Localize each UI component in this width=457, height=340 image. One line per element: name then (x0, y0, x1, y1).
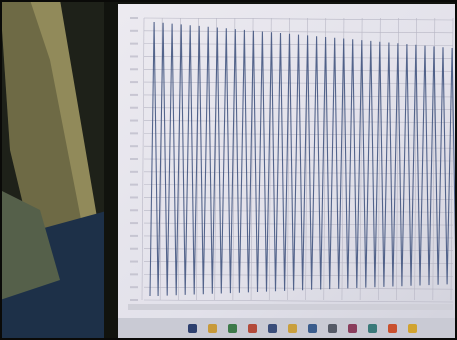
fabric (0, 190, 60, 300)
desk-background (0, 0, 110, 340)
browser-icon[interactable] (228, 324, 237, 333)
tick-mark (130, 234, 138, 237)
chart-app-icon[interactable] (268, 324, 277, 333)
tick-mark (130, 55, 138, 58)
tick-mark (130, 68, 138, 71)
tick-mark (130, 183, 138, 186)
tick-mark (130, 106, 138, 109)
tick-mark (130, 132, 138, 135)
tick-mark (130, 170, 138, 173)
gridline-horizontal (143, 94, 454, 98)
tick-mark (130, 93, 138, 96)
chrome-icon[interactable] (388, 324, 397, 333)
horizontal-scrollbar (128, 304, 453, 310)
gridline-horizontal (143, 286, 454, 290)
tick-mark (130, 260, 138, 263)
gridline-horizontal (143, 68, 454, 72)
gridline-horizontal (143, 120, 454, 123)
media-icon[interactable] (348, 324, 357, 333)
gridline-vertical (141, 17, 145, 301)
tick-mark (130, 119, 138, 122)
windows-icon[interactable] (188, 324, 197, 333)
tick-mark (130, 247, 138, 250)
gridline-horizontal (143, 133, 454, 136)
folder-icon[interactable] (288, 324, 297, 333)
gridline-horizontal (143, 17, 454, 21)
tick-mark (130, 209, 138, 212)
settings-icon[interactable] (328, 324, 337, 333)
gridline-horizontal (143, 107, 454, 111)
explorer-icon[interactable] (208, 324, 217, 333)
monitor-screen (118, 4, 457, 320)
tick-mark (130, 29, 138, 32)
waveform-trace (149, 21, 457, 297)
tick-mark (130, 196, 138, 199)
tick-mark (130, 222, 138, 225)
gridline-horizontal (143, 184, 454, 187)
waveform-plot (118, 4, 457, 320)
gridline-horizontal (143, 145, 454, 149)
tick-mark (130, 17, 138, 19)
tick-mark (130, 273, 138, 276)
chair-highlight (30, 0, 100, 240)
gridline-horizontal (143, 299, 454, 303)
tick-mark (130, 299, 138, 301)
tick-mark (130, 42, 138, 45)
mail-icon[interactable] (308, 324, 317, 333)
taskbar (118, 318, 457, 340)
gridline-horizontal (143, 171, 454, 175)
tick-mark (130, 145, 138, 148)
note-icon[interactable] (408, 324, 417, 333)
app-icon[interactable] (248, 324, 257, 333)
store-icon[interactable] (368, 324, 377, 333)
tick-mark (130, 158, 138, 160)
gridline-horizontal (143, 158, 454, 162)
tick-mark (130, 81, 138, 84)
tick-mark (130, 286, 138, 289)
gridline-horizontal (143, 81, 454, 85)
gridline-horizontal (143, 30, 454, 34)
